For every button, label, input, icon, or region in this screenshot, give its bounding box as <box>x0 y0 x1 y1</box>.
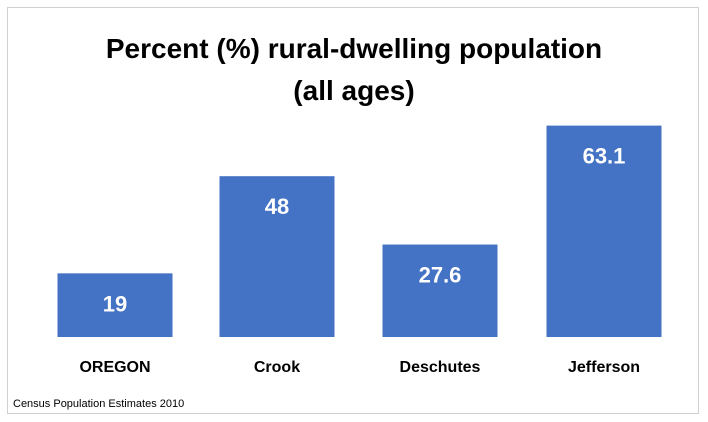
category-label-crook: Crook <box>254 359 300 376</box>
data-label-oregon: 19 <box>103 291 127 316</box>
data-label-crook: 48 <box>265 194 289 219</box>
category-label-deschutes: Deschutes <box>400 359 481 376</box>
bar-crook <box>219 176 335 337</box>
bar-oregon <box>57 273 173 337</box>
chart-title: Percent (%) rural-dwelling population (a… <box>0 28 708 112</box>
data-label-deschutes: 27.6 <box>419 263 462 288</box>
category-label-oregon: OREGON <box>79 359 150 376</box>
data-label-jefferson: 63.1 <box>583 144 626 169</box>
chart-title-line-2: (all ages) <box>293 75 415 106</box>
bar-jefferson <box>546 125 662 338</box>
bar-deschutes <box>382 244 498 337</box>
category-label-jefferson: Jefferson <box>568 359 640 376</box>
chart-title-line-1: Percent (%) rural-dwelling population <box>105 33 603 64</box>
source-note: Census Population Estimates 2010 <box>13 398 185 410</box>
